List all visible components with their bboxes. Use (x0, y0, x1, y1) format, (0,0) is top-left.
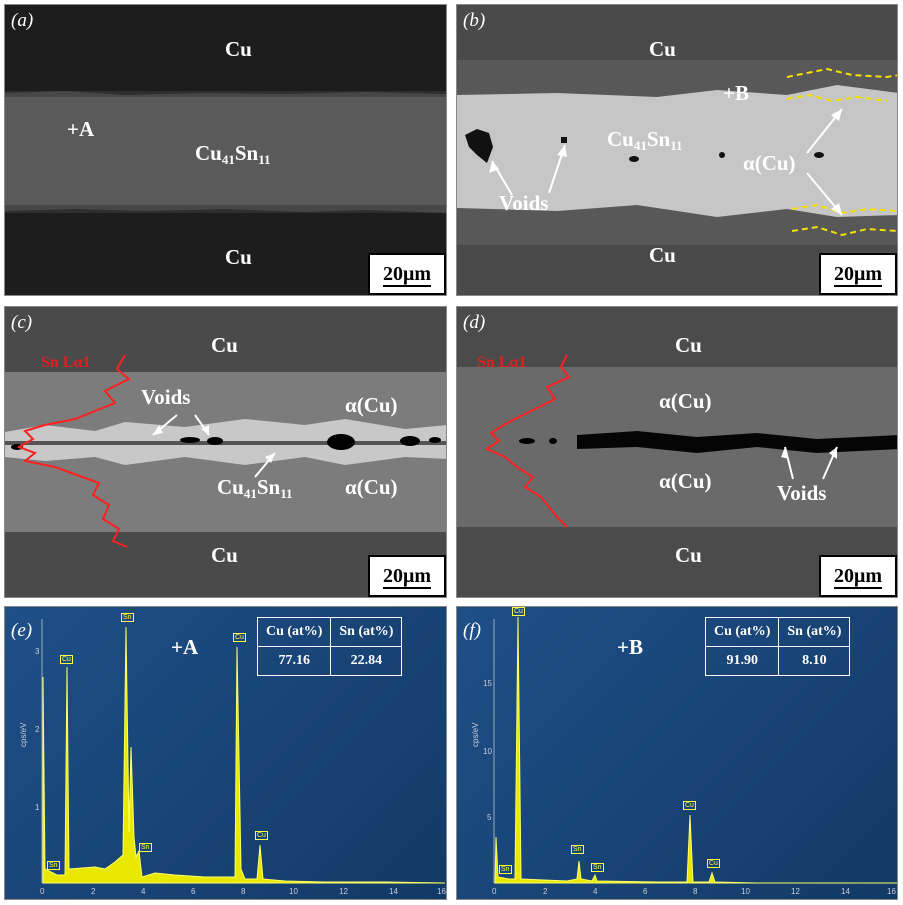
panel-f-xtick: 12 (791, 887, 800, 896)
panel-b-tag: (b) (463, 10, 486, 31)
panel-c-phase-label: Cu41Sn11 (217, 475, 293, 501)
panel-e-xtick: 2 (91, 887, 96, 896)
panel-b-voids: Voids (499, 191, 549, 215)
panel-c: (c) Sn Lα1 Cu Voids α(Cu) Cu41Sn11 α(Cu)… (4, 306, 447, 598)
table-cell-sn: 22.84 (330, 646, 403, 676)
panel-f-xtick: 2 (543, 887, 548, 896)
panel-e-peak-label: Cu (255, 831, 268, 840)
panel-a-point-a: +A (67, 117, 95, 141)
panel-f-xtick: 8 (693, 887, 698, 896)
panel-e-ylabel: cps/eV (19, 722, 28, 747)
table-header-cu: Cu (at%) (704, 617, 780, 647)
panel-b-scalebar: 20μm (819, 253, 897, 295)
panel-e-xtick: 12 (339, 887, 348, 896)
table-cell-sn: 8.10 (778, 646, 851, 676)
panel-e-xtick: 16 (437, 887, 446, 896)
table-cell-cu: 91.90 (704, 646, 780, 676)
panel-d-alpha-top: α(Cu) (659, 389, 712, 413)
table-header-sn: Sn (at%) (778, 617, 851, 647)
panel-c-voids: Voids (141, 385, 191, 409)
panel-d-tag: (d) (463, 312, 486, 333)
panel-b-alpha-cu: α(Cu) (743, 151, 796, 175)
panel-e-peak-label: Sn (139, 843, 152, 852)
panel-d-image (457, 307, 897, 597)
panel-f-peak-label: Sn (571, 845, 584, 854)
panel-f-point-b: +B (617, 635, 643, 659)
panel-e-xtick: 6 (191, 887, 196, 896)
panel-d-voids: Voids (777, 481, 827, 505)
panel-c-alpha-bottom: α(Cu) (345, 475, 398, 499)
panel-b-point-b: +B (723, 81, 749, 105)
table-row: 91.90 8.10 (704, 646, 851, 676)
panel-d-cu-top: Cu (675, 333, 702, 357)
panel-a: (a) Cu +A Cu41Sn11 Cu 20μm (4, 4, 447, 296)
panel-f-ytick-5: 5 (487, 813, 492, 822)
panel-b-image (457, 5, 897, 295)
panel-e-xtick: 8 (241, 887, 246, 896)
panel-f-composition-table: Cu (at%) Sn (at%) 91.90 8.10 (704, 617, 851, 676)
panel-a-tag: (a) (11, 10, 34, 31)
panel-a-phase-label: Cu41Sn11 (195, 141, 271, 167)
panel-e-peak-label: Cu (60, 655, 73, 664)
panel-f-tag: (f) (463, 620, 481, 641)
panel-f-peak-label: Sn (591, 863, 604, 872)
panel-f-xtick: 6 (643, 887, 648, 896)
panel-c-cu-bottom: Cu (211, 543, 238, 567)
panel-c-image (5, 307, 446, 597)
panel-a-cu-top: Cu (225, 37, 252, 61)
panel-d-cu-bottom: Cu (675, 543, 702, 567)
panel-b-cu-top: Cu (649, 37, 676, 61)
panel-e-peak-label: Sn (121, 613, 134, 622)
panel-e-xtick: 14 (389, 887, 398, 896)
panel-d-scalebar: 20μm (819, 555, 897, 597)
table-cell-cu: 77.16 (256, 646, 332, 676)
table-header-row: Cu (at%) Sn (at%) (256, 617, 403, 647)
panel-e-xtick: 4 (141, 887, 146, 896)
panel-e-xtick: 10 (289, 887, 298, 896)
table-header-cu: Cu (at%) (256, 617, 332, 647)
panel-e-point-a: +A (171, 635, 199, 659)
panel-f-peak-label: Cu (707, 859, 720, 868)
panel-e-ytick-3: 3 (35, 647, 40, 656)
panel-e-tag: (e) (11, 620, 33, 641)
panel-e-peak-label: Sn (47, 861, 60, 870)
panel-c-cu-top: Cu (211, 333, 238, 357)
panel-c-linescan-label: Sn Lα1 (41, 354, 91, 371)
panel-f-xtick: 16 (887, 887, 896, 896)
table-header-sn: Sn (at%) (330, 617, 403, 647)
panel-e-composition-table: Cu (at%) Sn (at%) 77.16 22.84 (256, 617, 403, 676)
panel-f-peak-label: Cu (512, 607, 525, 616)
panel-f-xtick: 10 (741, 887, 750, 896)
panel-f-peak-label: Sn (499, 865, 512, 874)
panel-f-xtick: 14 (841, 887, 850, 896)
panel-e: (e) +A Cu (at%) Sn (at%) 77.16 22.84 cps… (4, 606, 447, 900)
panel-b-phase-label: Cu41Sn11 (607, 127, 683, 153)
table-row: 77.16 22.84 (256, 646, 403, 676)
panel-f-ytick-15: 15 (483, 679, 492, 688)
panel-f-spectrum (493, 616, 897, 884)
panel-a-scalebar: 20μm (368, 253, 446, 295)
panel-f-ylabel: cps/eV (471, 722, 480, 747)
panel-a-cu-bottom: Cu (225, 245, 252, 269)
panel-f-ytick-10: 10 (483, 747, 492, 756)
table-header-row: Cu (at%) Sn (at%) (704, 617, 851, 647)
panel-d-alpha-bottom: α(Cu) (659, 469, 712, 493)
panel-b-cu-bottom: Cu (649, 243, 676, 267)
panel-c-scalebar: 20μm (368, 555, 446, 597)
panel-f: (f) +B Cu (at%) Sn (at%) 91.90 8.10 cps/… (456, 606, 898, 900)
panel-e-xtick: 0 (40, 887, 45, 896)
panel-c-tag: (c) (11, 312, 33, 333)
panel-d: (d) Sn Lα1 Cu α(Cu) α(Cu) Voids Cu 20μm (456, 306, 898, 598)
panel-e-peak-label: Cu (233, 633, 246, 642)
panel-e-ytick-2: 2 (35, 725, 40, 734)
panel-b: (b) Cu +B Cu41Sn11 α(Cu) Voids Cu 20μm (456, 4, 898, 296)
panel-e-ytick-1: 1 (35, 803, 40, 812)
panel-f-xtick: 4 (593, 887, 598, 896)
panel-f-peak-label: Cu (683, 801, 696, 810)
panel-f-xtick: 0 (492, 887, 497, 896)
panel-d-linescan-label: Sn Lα1 (477, 354, 527, 371)
panel-c-alpha-top: α(Cu) (345, 393, 398, 417)
panel-a-image (5, 5, 446, 295)
